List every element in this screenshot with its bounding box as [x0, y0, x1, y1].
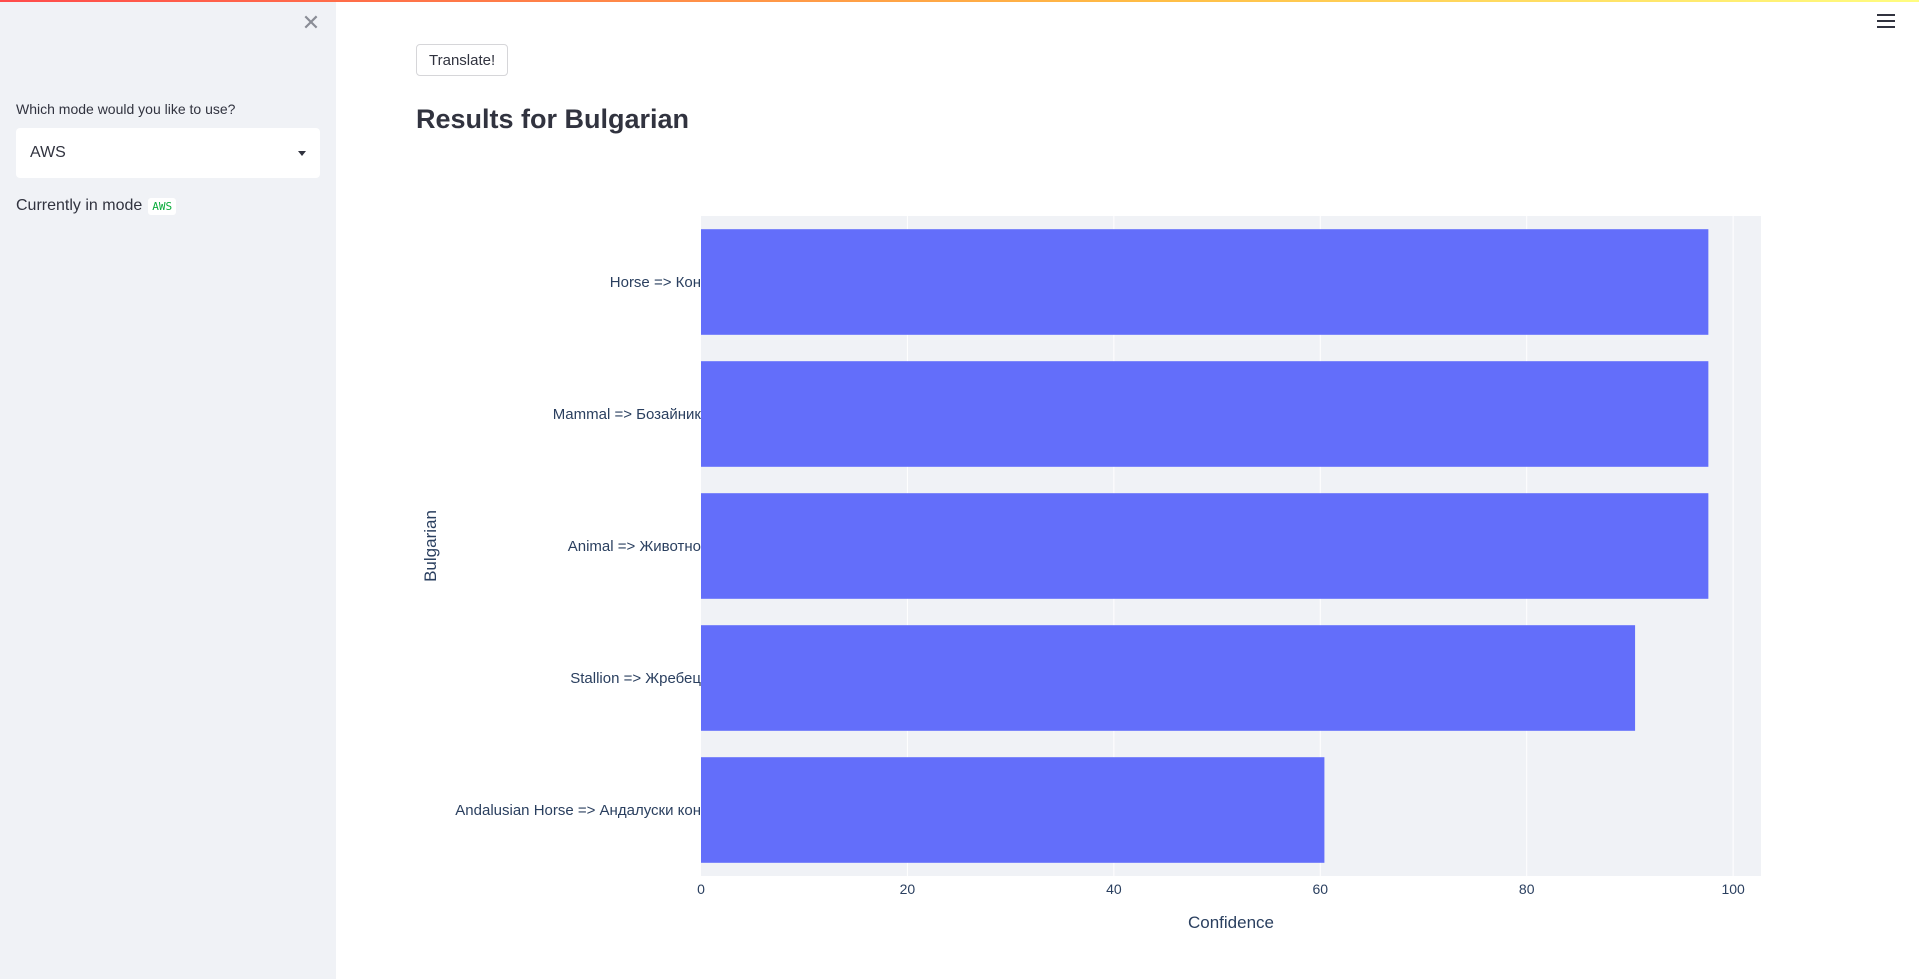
- mode-select-value: AWS: [30, 144, 66, 161]
- y-tick-label: Andalusian Horse => Андалуски кон: [455, 802, 701, 819]
- x-tick-label: 80: [1519, 881, 1535, 897]
- current-mode-text: Currently in mode: [16, 197, 143, 214]
- current-mode: Currently in mode AWS: [16, 197, 177, 215]
- mode-select-label: Which mode would you like to use?: [16, 101, 236, 117]
- x-axis-label: Confidence: [1188, 913, 1274, 932]
- x-tick-label: 100: [1721, 881, 1745, 897]
- bar: [701, 361, 1709, 467]
- y-axis-label: Bulgarian: [421, 510, 440, 582]
- bar: [701, 493, 1709, 599]
- results-title: Results for Bulgarian: [416, 104, 690, 134]
- current-mode-badge: AWS: [148, 197, 177, 215]
- y-tick-label: Stallion => Жребец: [570, 670, 701, 687]
- hamburger-menu-icon[interactable]: [1877, 14, 1895, 30]
- x-tick-label: 0: [697, 881, 705, 897]
- bar: [701, 757, 1325, 863]
- chevron-down-icon: [298, 150, 306, 156]
- y-tick-label: Animal => Животно: [568, 538, 701, 555]
- bar: [701, 625, 1636, 731]
- y-tick-label: Mammal => Бозайник: [553, 406, 702, 423]
- x-tick-label: 60: [1312, 881, 1328, 897]
- mode-select[interactable]: AWS: [16, 128, 320, 178]
- x-tick-label: 40: [1106, 881, 1122, 897]
- bar: [701, 229, 1709, 335]
- close-icon[interactable]: ✕: [301, 10, 321, 35]
- y-tick-label: Horse => Кон: [610, 274, 701, 291]
- x-tick-label: 20: [900, 881, 916, 897]
- confidence-bar-chart: 0 20 40 60 80 100 Horse => Кон Mammal => Бозайн…: [421, 216, 1761, 932]
- sidebar: ✕ Which mode would you like to use? AWS …: [0, 0, 336, 979]
- translate-button[interactable]: Translate!: [416, 44, 509, 76]
- top-decoration-bar: [0, 0, 1919, 2]
